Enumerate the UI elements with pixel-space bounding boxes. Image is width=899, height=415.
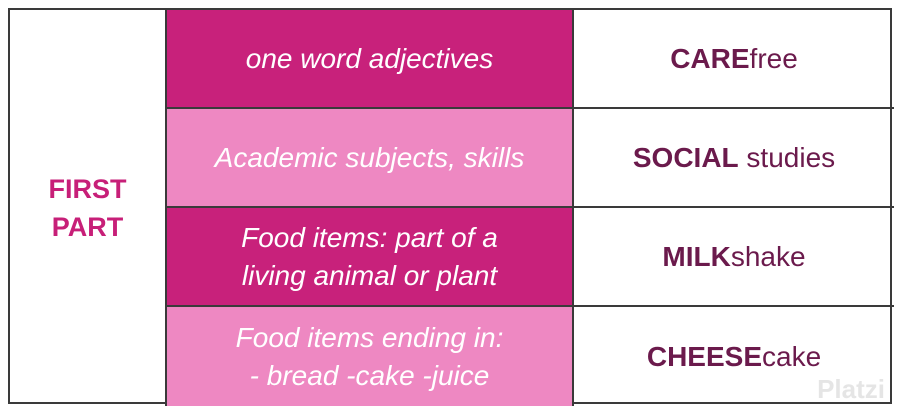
example-cell: CHEESE cake bbox=[574, 307, 894, 406]
example-cell: MILK shake bbox=[574, 208, 894, 307]
category-cell: Food items ending in: - bread -cake -juic… bbox=[167, 307, 574, 406]
category-line: Food items ending in: bbox=[235, 321, 504, 353]
category-line: one word adjectives bbox=[245, 42, 494, 74]
category-line: Academic subjects, skills bbox=[214, 141, 525, 173]
watermark: Platzi bbox=[817, 374, 885, 404]
example-rest: cake bbox=[762, 340, 822, 372]
header-line: FIRST bbox=[48, 174, 127, 204]
category-line: - bread -cake -juice bbox=[249, 359, 490, 391]
header-line: PART bbox=[51, 212, 124, 242]
category-cell: Food items: part of a living animal or pl… bbox=[167, 208, 574, 307]
table: FIRST PART one word adjectives CARE free Acad… bbox=[8, 8, 894, 406]
example-rest: studies bbox=[738, 141, 836, 173]
example-cell: CARE free bbox=[574, 10, 894, 109]
example-bold: CHEESE bbox=[646, 340, 762, 372]
category-cell: one word adjectives bbox=[167, 10, 574, 109]
header-cell: FIRST PART bbox=[10, 10, 167, 406]
category-line: living animal or plant bbox=[241, 259, 498, 291]
example-rest: free bbox=[749, 42, 798, 74]
example-bold: SOCIAL bbox=[632, 141, 739, 173]
category-cell: Academic subjects, skills bbox=[167, 109, 574, 208]
category-line: Food items: part of a bbox=[241, 221, 498, 253]
example-bold: CARE bbox=[670, 42, 750, 74]
example-cell: SOCIAL studies bbox=[574, 109, 894, 208]
example-rest: shake bbox=[730, 240, 806, 272]
example-bold: MILK bbox=[662, 240, 731, 272]
